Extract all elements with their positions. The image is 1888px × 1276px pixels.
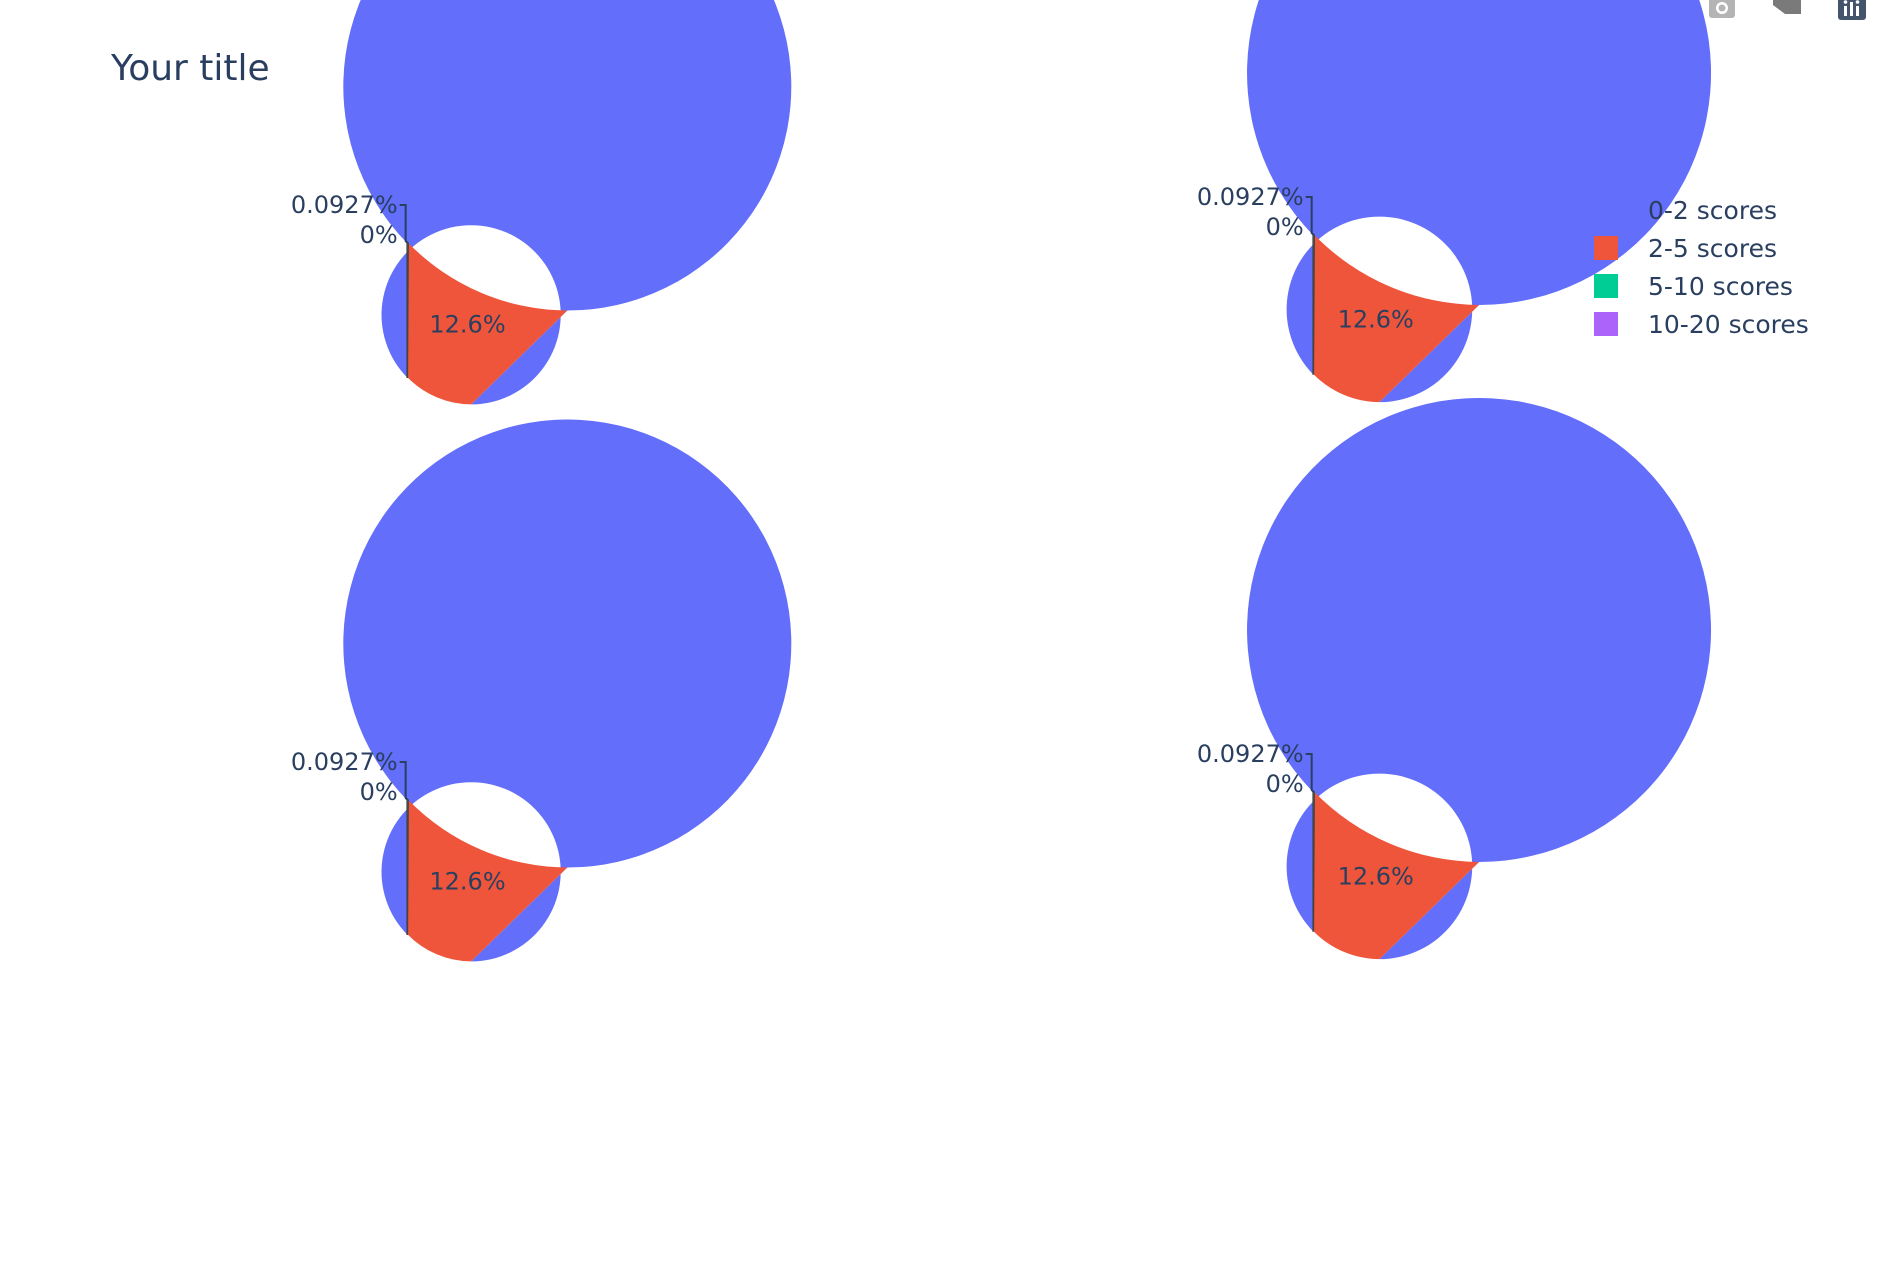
pie-slice-label: 0.0927% (1197, 183, 1304, 211)
pie-slice-label: 12.6% (429, 868, 505, 896)
pie-slice-label: 0.0927% (1197, 740, 1304, 768)
pie-chart-4: 87.3% 12.6% 0.0927%0% (1197, 397, 1712, 1203)
pie-slice[interactable] (406, 242, 409, 379)
label-leader-line (1305, 196, 1315, 236)
pie-slice[interactable] (407, 243, 568, 405)
pie-slice-label: 0% (1266, 770, 1304, 798)
legend-swatch (1594, 274, 1618, 298)
pie-slice-label: 0% (360, 778, 398, 806)
pie-slice-label: 12.6% (1338, 862, 1414, 890)
pie-slice-label: 12.6% (429, 311, 505, 339)
pie-slice[interactable] (1312, 791, 1315, 932)
camera-icon[interactable] (1706, 0, 1738, 20)
pie-slice[interactable] (407, 800, 568, 962)
legend-swatch (1594, 312, 1618, 336)
legend-swatch (1594, 236, 1618, 260)
pies-layer: 87.3%12.6%0.0927%0%87.3%12.6%0.0927%0%87… (291, 0, 1712, 1203)
tag-icon[interactable] (1771, 0, 1803, 20)
chart-title: Your title (110, 48, 270, 89)
legend: 0-2 scores 2-5 scores 5-10 scores 10-20 sco… (1594, 196, 1809, 339)
legend-item[interactable]: 5-10 scores (1594, 272, 1793, 301)
legend-item[interactable]: 2-5 scores (1594, 234, 1777, 263)
label-leader-line (399, 761, 409, 801)
pie-slice[interactable] (1313, 235, 1480, 403)
pie-slice-label: 0.0927% (291, 191, 398, 219)
pie-slice-label: 0.0927% (291, 748, 398, 776)
pie-slice[interactable] (343, 419, 792, 962)
plotly-logo-icon[interactable] (1836, 0, 1868, 20)
pie-slice-label: 0% (360, 221, 398, 249)
legend-item[interactable]: 0-2 scores (1594, 196, 1777, 225)
pie-slice-label: 87.3% (1352, 1175, 1428, 1203)
pie-chart-3: 87.3% 12.6% 0.0927%0% (291, 419, 792, 1198)
pie-slice[interactable] (1247, 397, 1712, 960)
pie-slice[interactable] (1312, 234, 1315, 375)
modebar (1588, 0, 1888, 30)
pie-slice[interactable] (343, 0, 792, 405)
pie-chart-2: 87.3%12.6%0.0927%0% (1197, 0, 1712, 646)
legend-label: 0-2 scores (1648, 196, 1777, 225)
pie-slice[interactable] (406, 799, 409, 936)
pie-slice-label: 87.3% (444, 1170, 520, 1198)
pie-slice[interactable] (1313, 792, 1480, 960)
legend-label: 10-20 scores (1648, 310, 1809, 339)
pie-slice[interactable] (1247, 0, 1712, 403)
label-leader-line (1305, 753, 1315, 793)
pie-slice-label: 0% (1266, 213, 1304, 241)
legend-item[interactable]: 10-20 scores (1594, 310, 1809, 339)
label-leader-line (399, 204, 409, 244)
legend-label: 5-10 scores (1648, 272, 1793, 301)
pie-slice-label: 12.6% (1338, 305, 1414, 333)
legend-swatch (1594, 198, 1618, 222)
legend-label: 2-5 scores (1648, 234, 1777, 263)
